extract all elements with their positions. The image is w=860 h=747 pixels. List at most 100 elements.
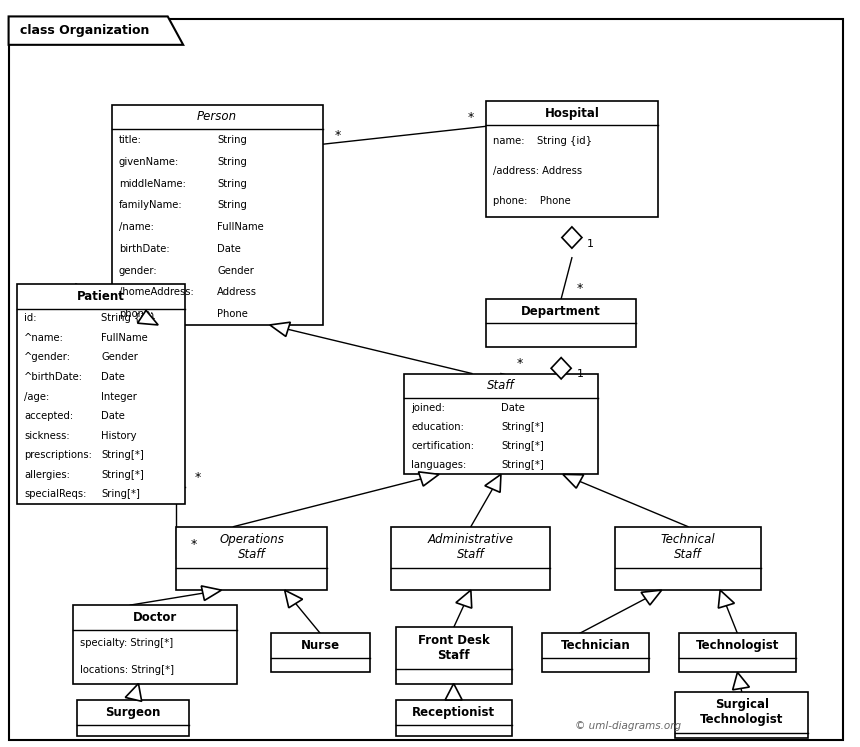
Text: String: String xyxy=(217,179,247,188)
Bar xyxy=(396,700,512,736)
Text: FullName: FullName xyxy=(101,333,148,343)
Polygon shape xyxy=(562,227,582,248)
Text: birthDate:: birthDate: xyxy=(119,244,169,254)
Text: Patient: Patient xyxy=(77,290,125,303)
Text: Gender: Gender xyxy=(101,353,138,362)
Text: title:: title: xyxy=(119,135,142,145)
Text: ^gender:: ^gender: xyxy=(24,353,71,362)
Polygon shape xyxy=(456,590,472,608)
Text: Technician: Technician xyxy=(561,639,630,652)
Polygon shape xyxy=(562,474,584,488)
Text: *: * xyxy=(577,282,583,295)
Text: prescriptions:: prescriptions: xyxy=(24,450,92,460)
Polygon shape xyxy=(718,590,734,608)
Polygon shape xyxy=(445,684,462,700)
Text: String[*]: String[*] xyxy=(101,450,144,460)
Text: sickness:: sickness: xyxy=(24,431,70,441)
Bar xyxy=(615,527,761,590)
Text: Department: Department xyxy=(521,305,601,317)
Text: Date: Date xyxy=(101,411,125,421)
Text: String: String xyxy=(217,135,247,145)
Bar xyxy=(73,605,236,684)
Text: phone:    Phone: phone: Phone xyxy=(493,196,570,206)
Bar xyxy=(404,374,598,474)
Polygon shape xyxy=(641,590,661,605)
Text: Operations
Staff: Operations Staff xyxy=(219,533,284,561)
Text: joined:: joined: xyxy=(411,403,445,412)
Text: *: * xyxy=(335,128,341,142)
Text: *: * xyxy=(467,111,474,124)
Bar xyxy=(17,284,185,504)
Text: /address: Address: /address: Address xyxy=(493,166,582,176)
Text: String {id}: String {id} xyxy=(101,313,157,323)
Text: accepted:: accepted: xyxy=(24,411,73,421)
Text: String: String xyxy=(217,157,247,167)
Text: class Organization: class Organization xyxy=(21,24,150,37)
Text: Date: Date xyxy=(217,244,241,254)
Polygon shape xyxy=(551,358,571,379)
Text: name:    String {id}: name: String {id} xyxy=(493,136,592,146)
Text: Technical
Staff: Technical Staff xyxy=(660,533,716,561)
Text: String: String xyxy=(217,200,247,211)
Text: © uml-diagrams.org: © uml-diagrams.org xyxy=(574,721,681,731)
Text: Surgical
Technologist: Surgical Technologist xyxy=(700,698,783,726)
Text: Gender: Gender xyxy=(217,266,254,276)
Bar xyxy=(391,527,550,590)
Polygon shape xyxy=(138,310,158,325)
Polygon shape xyxy=(419,472,439,486)
Bar xyxy=(542,633,649,672)
Text: String[*]: String[*] xyxy=(501,460,544,470)
Text: familyName:: familyName: xyxy=(119,200,182,211)
Text: languages:: languages: xyxy=(411,460,466,470)
Text: specialty: String[*]: specialty: String[*] xyxy=(80,638,173,648)
Text: String[*]: String[*] xyxy=(501,422,544,432)
Text: locations: String[*]: locations: String[*] xyxy=(80,665,174,675)
Text: String[*]: String[*] xyxy=(501,441,544,450)
Text: History: History xyxy=(101,431,137,441)
Bar xyxy=(486,299,636,347)
Text: Administrative
Staff: Administrative Staff xyxy=(427,533,513,561)
Bar xyxy=(77,700,189,736)
Text: Technologist: Technologist xyxy=(696,639,779,652)
Text: phone:: phone: xyxy=(119,309,153,319)
Text: 1: 1 xyxy=(576,369,584,379)
Text: gender:: gender: xyxy=(119,266,157,276)
Text: Receptionist: Receptionist xyxy=(412,706,495,719)
Polygon shape xyxy=(285,590,303,608)
Text: Doctor: Doctor xyxy=(132,611,177,624)
Text: *: * xyxy=(517,356,523,370)
Text: Staff: Staff xyxy=(487,379,515,392)
Text: String[*]: String[*] xyxy=(101,470,144,480)
Polygon shape xyxy=(270,322,291,336)
Text: givenName:: givenName: xyxy=(119,157,179,167)
Bar xyxy=(679,633,796,672)
Text: Person: Person xyxy=(197,111,237,123)
Bar xyxy=(396,627,512,684)
Text: allergies:: allergies: xyxy=(24,470,70,480)
Polygon shape xyxy=(9,16,183,45)
Polygon shape xyxy=(485,474,501,492)
Text: middleName:: middleName: xyxy=(119,179,186,188)
Text: *: * xyxy=(190,539,197,551)
Text: /homeAddress:: /homeAddress: xyxy=(119,288,194,297)
Text: 1: 1 xyxy=(587,238,594,249)
Text: Date: Date xyxy=(501,403,525,412)
Polygon shape xyxy=(126,684,142,701)
Text: education:: education: xyxy=(411,422,464,432)
Bar xyxy=(675,692,808,738)
Text: Sring[*]: Sring[*] xyxy=(101,489,140,500)
Text: specialReqs:: specialReqs: xyxy=(24,489,87,500)
Text: ^birthDate:: ^birthDate: xyxy=(24,372,83,382)
Bar xyxy=(176,527,327,590)
Text: Date: Date xyxy=(101,372,125,382)
Bar xyxy=(271,633,370,672)
Text: Front Desk
Staff: Front Desk Staff xyxy=(418,634,489,662)
Bar xyxy=(486,101,658,217)
Text: ^name:: ^name: xyxy=(24,333,64,343)
Text: /age:: /age: xyxy=(24,391,49,402)
Text: certification:: certification: xyxy=(411,441,474,450)
Text: Nurse: Nurse xyxy=(301,639,340,652)
Bar xyxy=(112,105,322,325)
Polygon shape xyxy=(201,586,222,601)
Text: FullName: FullName xyxy=(217,222,264,232)
